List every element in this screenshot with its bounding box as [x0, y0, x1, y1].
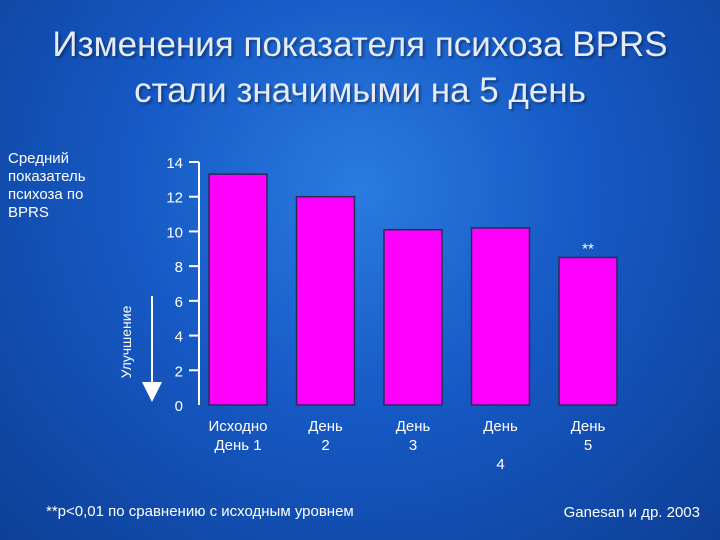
x-category-label-line: День [396, 418, 431, 435]
y-tick-label: 10 [166, 224, 183, 241]
y-tick-label: 12 [166, 190, 183, 207]
x-category-label-line: День [308, 418, 343, 435]
x-category-label-line: 2 [321, 437, 329, 454]
x-category-label: День 4 [483, 418, 518, 473]
title-line-2: стали значимыми на 5 день [134, 71, 586, 110]
y-tick-label: 0 [175, 398, 183, 415]
x-category-label-line: 4 [496, 456, 504, 473]
title-line-1: Изменения показателя психоза BPRS [52, 25, 668, 64]
y-axis-label: Средний показатель психоза по BPRS [8, 150, 128, 222]
bar [383, 228, 443, 406]
y-tick-label: 8 [175, 259, 183, 276]
bar [208, 173, 268, 406]
bar [295, 195, 356, 406]
y-tick-label: 4 [175, 329, 183, 346]
x-category-label-line: 5 [584, 437, 592, 454]
x-category-label-line [498, 437, 502, 454]
source-citation: Ganesan и др. 2003 [563, 504, 700, 521]
x-category-label-line: День 1 [214, 437, 261, 454]
bar [470, 227, 531, 406]
y-tick-label: 2 [175, 363, 183, 380]
x-category-label-line: День [571, 418, 606, 435]
y-tick-label: 14 [166, 155, 183, 172]
y-axis-label-line: показатель [8, 168, 86, 185]
slide-title: Изменения показателя психоза BPRS стали … [0, 22, 720, 114]
x-category-label: День 5 [571, 418, 606, 454]
y-axis-label-line: Средний [8, 150, 69, 167]
y-tick-label: 6 [175, 294, 183, 311]
x-category-label: День 2 [308, 418, 343, 454]
x-category-label-line: 3 [409, 437, 417, 454]
x-category-label-line: Исходно [208, 418, 267, 435]
bar [558, 256, 618, 406]
y-axis-label-line: BPRS [8, 204, 49, 221]
x-category-label-line: День [483, 418, 518, 435]
significance-marker: ** [582, 240, 594, 257]
x-category-label: Исходно День 1 [208, 418, 267, 454]
x-category-label: День 3 [396, 418, 431, 454]
y-axis-label-line: психоза по [8, 186, 84, 203]
significance-footnote: **p<0,01 по сравнению с исходным уровнем [46, 503, 354, 520]
